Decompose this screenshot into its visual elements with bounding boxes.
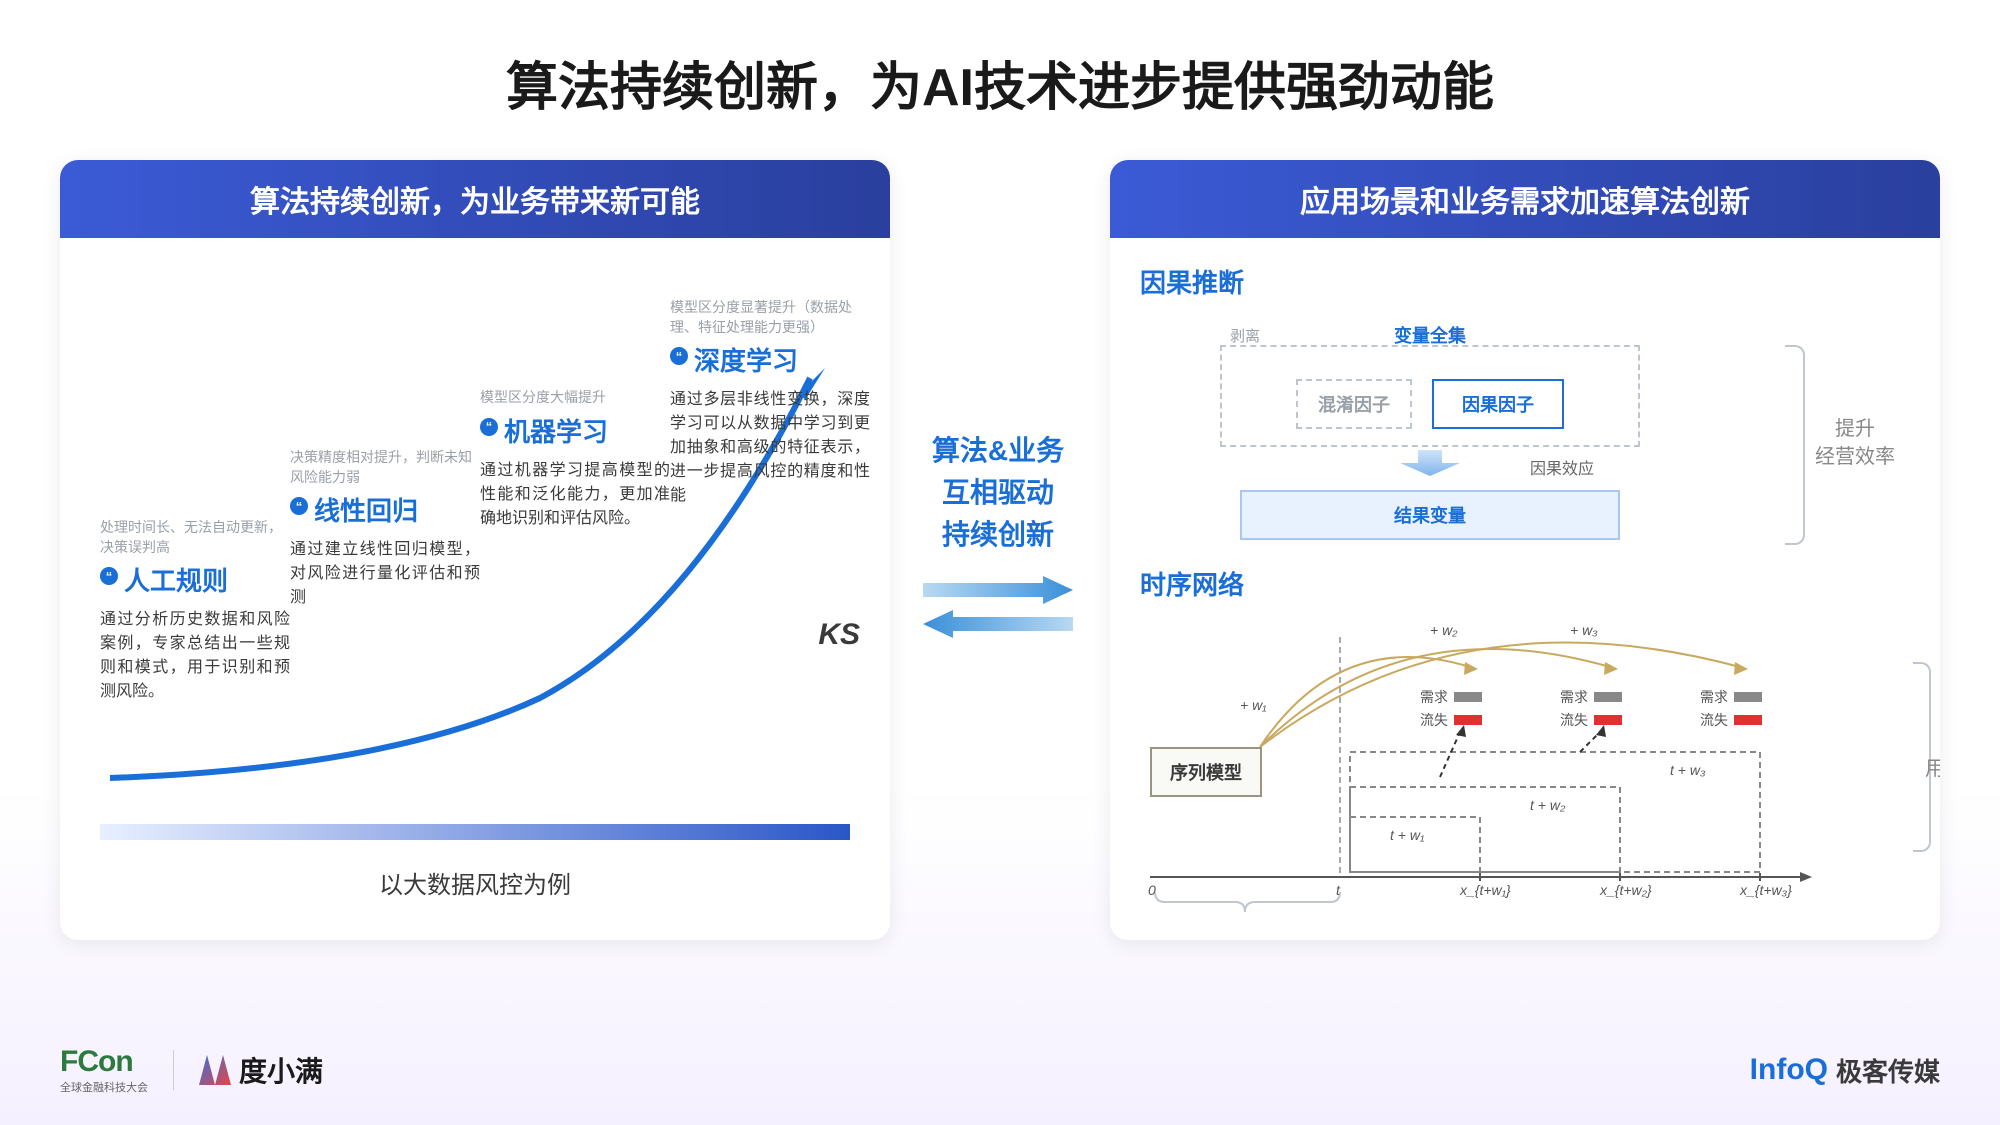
center-block: 算法&业务 互相驱动 持续创新: [908, 430, 1088, 644]
footer-right: InfoQ 极客传媒: [1750, 1052, 1940, 1089]
center-line-1: 算法&业务: [908, 430, 1088, 472]
left-panel-header: 算法持续创新，为业务带来新可能: [60, 160, 890, 238]
demand-loss-3: 需求 流失: [1700, 687, 1762, 733]
stage-desc: 通过建立线性回归模型，对风险进行量化评估和预测: [290, 538, 480, 610]
causal-diagram: 剥离 变量全集 混淆因子 因果因子 因果效应 结果变量 提升 经营效率: [1140, 315, 1910, 565]
variable-set: 变量全集 混淆因子 因果因子: [1220, 345, 1640, 447]
w3-label: + w₃: [1570, 622, 1598, 638]
fcon-sub: 全球金融科技大会: [60, 1079, 148, 1095]
arrow-left-icon: [923, 610, 1073, 638]
stage-3: 模型区分度大幅提升 “ 机器学习 通过机器学习提高模型的性能和泛化能力，更加准确…: [480, 388, 670, 531]
axis-x2: x_{t+w₂}: [1600, 882, 1652, 898]
quote-icon: “: [480, 418, 498, 436]
confound-box: 混淆因子: [1296, 379, 1412, 429]
stage-desc: 通过分析历史数据和风险案例，专家总结出一些规则和模式，用于识别和预测风险。: [100, 608, 290, 704]
stage-2: 决策精度相对提升，判断未知风险能力弱 “ 线性回归 通过建立线性回归模型，对风险…: [290, 448, 480, 610]
main-title: 算法持续创新，为AI技术进步提供强劲动能: [0, 45, 2000, 120]
causal-title: 因果推断: [1140, 263, 1910, 300]
center-line-2: 互相驱动: [908, 472, 1088, 514]
footer-left: FCon 全球金融科技大会 度小满: [60, 1045, 323, 1095]
stage-desc: 通过机器学习提高模型的性能和泛化能力，更加准确地识别和评估风险。: [480, 459, 670, 531]
footer: FCon 全球金融科技大会 度小满 InfoQ 极客传媒: [60, 1045, 1940, 1095]
quote-icon: “: [290, 497, 308, 515]
timeseries-diagram: 序列模型 + w₁ + w₂ + w₃ 需求 流失 需求 流失 需求 流失 t …: [1140, 617, 1910, 940]
stage-title: 人工规则: [124, 561, 228, 598]
axis-x1: x_{t+w₁}: [1460, 882, 1511, 898]
axis-0: 0: [1148, 882, 1156, 898]
fcon-text: FCon: [60, 1045, 148, 1079]
dxm-icon: [199, 1055, 231, 1085]
stage-note: 决策精度相对提升，判断未知风险能力弱: [290, 448, 480, 487]
divider: [173, 1050, 174, 1090]
right-panel-header: 应用场景和业务需求加速算法创新: [1110, 160, 1940, 238]
demand-loss-2: 需求 流失: [1560, 687, 1622, 733]
stage-title: 线性回归: [314, 491, 418, 528]
infoq-text: InfoQ: [1750, 1053, 1828, 1087]
quote-icon: “: [670, 347, 688, 365]
right-panel: 应用场景和业务需求加速算法创新 因果推断 剥离 变量全集 混淆因子 因果因子 因…: [1110, 160, 1940, 940]
tw2-label: t + w₂: [1530, 797, 1565, 813]
geek-text: 极客传媒: [1836, 1052, 1940, 1089]
demand-loss-1: 需求 流失: [1420, 687, 1482, 733]
ks-label: KS: [818, 618, 860, 652]
stage-note: 模型区分度大幅提升: [480, 388, 670, 408]
axis-t: t: [1336, 882, 1340, 898]
tw3-label: t + w₃: [1670, 762, 1706, 778]
right-panel-body: 因果推断 剥离 变量全集 混淆因子 因果因子 因果效应 结果变量 提升 经营效率…: [1110, 238, 1940, 940]
left-panel-body: 处理时间长、无法自动更新，决策误判高 “ 人工规则 通过分析历史数据和风险案例，…: [60, 238, 890, 940]
cause-factor-box: 因果因子: [1432, 379, 1564, 429]
timeseries-benefit: 提升 用户留存: [1925, 727, 1940, 783]
stage-note: 模型区分度显著提升（数据处理、特征处理能力更强）: [670, 298, 870, 337]
stage-title: 深度学习: [694, 341, 798, 378]
center-line-3: 持续创新: [908, 514, 1088, 556]
stage-desc: 通过多层非线性变换，深度学习可以从数据中学习到更加抽象和高级的特征表示，进一步提…: [670, 388, 870, 508]
result-box: 结果变量: [1240, 490, 1620, 540]
quote-icon: “: [100, 567, 118, 585]
w2-label: + w₂: [1430, 622, 1458, 638]
separation-label: 剥离: [1230, 325, 1260, 346]
fcon-logo: FCon 全球金融科技大会: [60, 1045, 148, 1095]
arrow-right-icon: [923, 576, 1073, 604]
stage-title: 机器学习: [504, 412, 608, 449]
axis-x3: x_{t+w₃}: [1740, 882, 1792, 898]
w1-label: + w₁: [1240, 697, 1267, 713]
fullset-label: 变量全集: [1394, 322, 1466, 348]
stage-1: 处理时间长、无法自动更新，决策误判高 “ 人工规则 通过分析历史数据和风险案例，…: [100, 518, 290, 704]
brace-icon: [1785, 345, 1810, 545]
left-panel: 算法持续创新，为业务带来新可能 处理时间长、无法自动更新，决策误判高 “ 人工规…: [60, 160, 890, 940]
effect-arrow-icon: [1340, 450, 1520, 476]
stage-4: 模型区分度显著提升（数据处理、特征处理能力更强） “ 深度学习 通过多层非线性变…: [670, 298, 870, 508]
effect-text: 因果效应: [1530, 455, 1594, 479]
causal-benefit: 提升 经营效率: [1815, 415, 1895, 471]
stage-note: 处理时间长、无法自动更新，决策误判高: [100, 518, 290, 557]
dxm-text: 度小满: [239, 1050, 323, 1090]
tw1-label: t + w₁: [1390, 827, 1424, 843]
baseline-bar: [100, 824, 850, 840]
timeseries-title: 时序网络: [1140, 565, 1910, 602]
seq-model-box: 序列模型: [1150, 747, 1262, 797]
dxm-logo: 度小满: [199, 1050, 323, 1090]
baseline-label: 以大数据风控为例: [60, 865, 890, 900]
